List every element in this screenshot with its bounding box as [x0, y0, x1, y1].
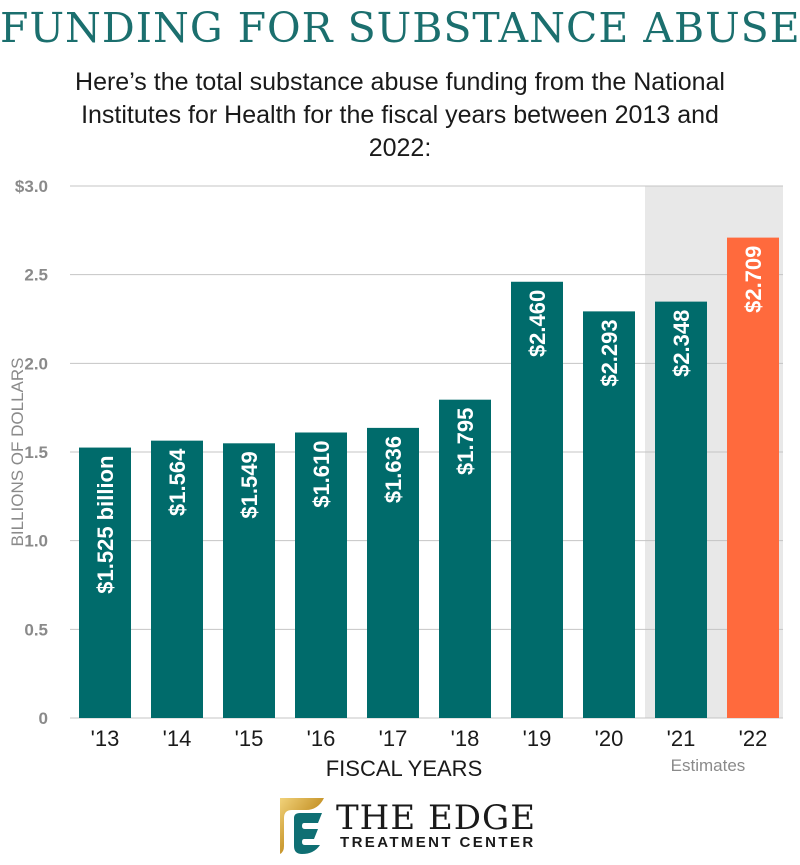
y-tick-label: 0	[39, 709, 48, 728]
y-tick-label: 2.0	[24, 354, 48, 373]
y-tick-label: 1.0	[24, 532, 48, 551]
data-label: $1.636	[381, 436, 406, 503]
bar	[223, 443, 275, 718]
estimates-label: Estimates	[671, 756, 746, 775]
x-tick-label: '16	[307, 726, 336, 751]
x-tick-label: '20	[595, 726, 624, 751]
data-label: $1.549	[237, 451, 262, 518]
funding-bar-chart: 0 0.5 1.0 1.5 2.0 2.5 $3.0 BILLIONS OF DOLLARS $…	[8, 177, 783, 781]
bar	[295, 432, 347, 718]
data-label: $1.564	[165, 448, 190, 516]
x-tick-label: '21	[667, 726, 696, 751]
data-label: $2.293	[597, 319, 622, 386]
data-label: $2.460	[525, 290, 550, 357]
bar	[367, 427, 419, 718]
chart-subtitle: Here’s the total substance abuse funding…	[75, 68, 725, 162]
bar	[439, 399, 491, 718]
y-tick-label: 0.5	[24, 620, 48, 639]
data-label: $2.709	[741, 246, 766, 313]
x-tick-label: '13	[91, 726, 120, 751]
y-tick-label: $3.0	[15, 177, 48, 196]
bar	[151, 440, 203, 718]
page-title: FUNDING FOR SUBSTANCE ABUSE	[0, 4, 800, 52]
logo-name: THE EDGE	[336, 798, 537, 838]
bar	[511, 281, 563, 718]
logo-subtitle: TREATMENT CENTER	[340, 834, 536, 851]
y-tick-label: 1.5	[24, 443, 48, 462]
edge-logo-icon	[280, 798, 324, 854]
bar	[79, 447, 131, 718]
x-tick-label: '14	[163, 726, 192, 751]
data-label: $1.525 billion	[93, 456, 118, 594]
x-tick-label: '18	[451, 726, 480, 751]
data-label: $2.348	[669, 310, 694, 377]
x-tick-label: '22	[739, 726, 768, 751]
x-tick-label: '19	[523, 726, 552, 751]
y-tick-label: 2.5	[24, 266, 48, 285]
bar	[583, 311, 635, 718]
logo: THE EDGE TREATMENT CENTER	[270, 796, 550, 856]
data-label: $1.795	[453, 408, 478, 475]
x-tick-label: '15	[235, 726, 264, 751]
bar	[727, 237, 779, 718]
x-tick-label: '17	[379, 726, 408, 751]
data-label: $1.610	[309, 440, 334, 507]
bar	[655, 301, 707, 718]
x-axis-label: FISCAL YEARS	[326, 756, 483, 781]
y-axis-label: BILLIONS OF DOLLARS	[8, 358, 27, 547]
